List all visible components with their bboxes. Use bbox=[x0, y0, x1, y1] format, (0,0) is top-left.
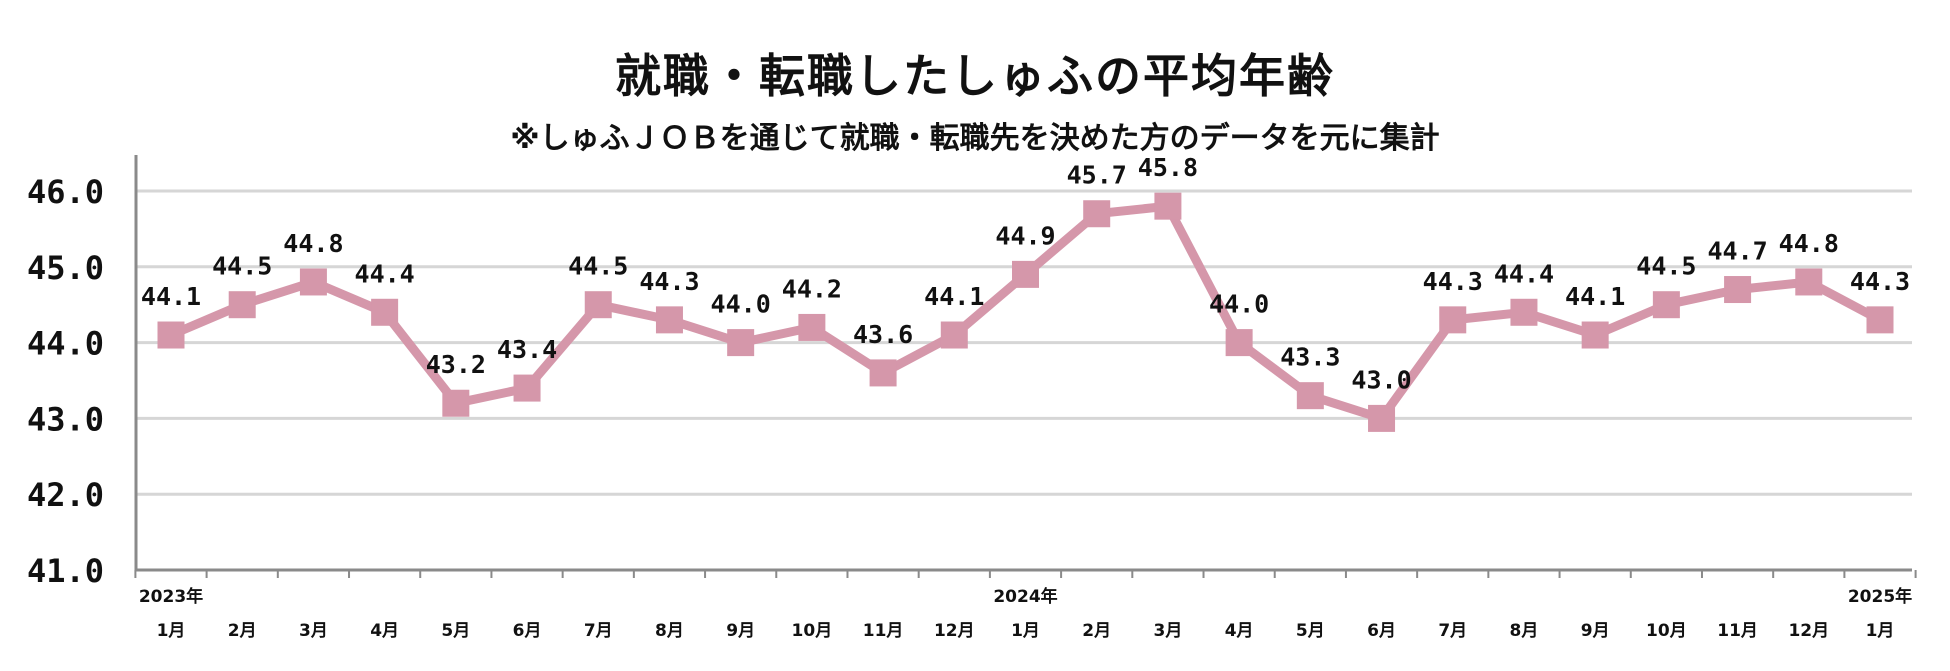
data-point-marker bbox=[798, 313, 826, 341]
data-label: 44.4 bbox=[355, 259, 415, 288]
data-point-marker bbox=[727, 329, 755, 357]
data-label: 44.8 bbox=[283, 229, 343, 258]
data-point-marker bbox=[584, 291, 612, 319]
x-tick-label: 6月 bbox=[1367, 621, 1396, 641]
data-point-marker bbox=[1225, 329, 1253, 357]
data-label: 44.3 bbox=[1850, 267, 1910, 296]
data-point-marker bbox=[1368, 404, 1396, 432]
data-label: 44.9 bbox=[995, 221, 1055, 250]
data-labels: 44.1 44.5 44.8 44.4 43.2 43.4 44.5 44.3 44.0 44.2… bbox=[141, 153, 1910, 394]
data-point-marker bbox=[1795, 268, 1823, 296]
data-point-marker bbox=[1652, 291, 1680, 319]
x-tick-label: 1月 bbox=[1866, 621, 1895, 641]
data-point-marker bbox=[371, 298, 399, 326]
x-tick-label: 7月 bbox=[584, 621, 613, 641]
data-point-marker bbox=[157, 321, 185, 349]
data-point-marker bbox=[1866, 306, 1894, 334]
y-tick-label: 44.0 bbox=[27, 325, 104, 363]
y-axis-tick-labels: 41.0 42.0 43.0 44.0 45.0 46.0 bbox=[27, 173, 104, 590]
data-label: 44.1 bbox=[141, 282, 201, 311]
data-label: 44.7 bbox=[1707, 237, 1767, 266]
x-tick-label: 5月 bbox=[441, 621, 470, 641]
data-point-marker bbox=[1083, 200, 1111, 228]
data-label: 44.3 bbox=[639, 267, 699, 296]
data-label: 44.1 bbox=[924, 282, 984, 311]
data-label: 44.0 bbox=[711, 290, 771, 319]
data-label: 44.5 bbox=[1636, 252, 1696, 281]
data-label: 43.0 bbox=[1351, 365, 1411, 394]
x-axis-tick-labels: 1月 2月 3月 4月 5月 6月 7月 8月 9月 10月 11月 12月 1月 2月 3月 4月 5月 6月 7… bbox=[139, 586, 1912, 641]
data-label: 44.8 bbox=[1779, 229, 1839, 258]
data-point-marker bbox=[228, 291, 256, 319]
data-label: 44.1 bbox=[1565, 282, 1625, 311]
x-tick-label: 3月 bbox=[299, 621, 328, 641]
chart-title: 就職・転職したしゅふの平均年齢 bbox=[615, 49, 1335, 103]
axes bbox=[134, 155, 1917, 578]
x-tick-label: 4月 bbox=[370, 621, 399, 641]
data-point-marker bbox=[1510, 298, 1538, 326]
x-tick-label: 3月 bbox=[1153, 621, 1182, 641]
data-label: 44.3 bbox=[1423, 267, 1483, 296]
data-label: 43.4 bbox=[497, 335, 557, 364]
data-point-marker bbox=[1012, 260, 1039, 288]
x-tick-label: 12月 bbox=[934, 621, 975, 641]
x-tick-label: 9月 bbox=[1581, 621, 1610, 641]
x-tick-label: 5月 bbox=[1296, 621, 1325, 641]
data-point-marker bbox=[1724, 276, 1752, 304]
series-markers bbox=[157, 192, 1894, 432]
x-tick-label: 4月 bbox=[1225, 621, 1254, 641]
data-label: 43.3 bbox=[1280, 343, 1340, 372]
x-tick-label: 7月 bbox=[1438, 621, 1467, 641]
x-year-label: 2024年 bbox=[993, 586, 1057, 607]
x-tick-label: 11月 bbox=[863, 621, 904, 641]
x-tick-label: 2月 bbox=[228, 621, 257, 641]
data-label: 44.4 bbox=[1494, 259, 1554, 288]
data-label: 44.0 bbox=[1209, 290, 1269, 319]
data-label: 44.5 bbox=[568, 252, 628, 281]
x-tick-label: 1月 bbox=[157, 621, 186, 641]
x-tick-label: 2月 bbox=[1082, 621, 1111, 641]
data-point-marker bbox=[442, 389, 470, 417]
y-tick-label: 43.0 bbox=[27, 400, 104, 438]
data-label: 45.7 bbox=[1067, 161, 1127, 190]
x-tick-label: 12月 bbox=[1788, 621, 1829, 641]
data-point-marker bbox=[940, 321, 968, 349]
x-year-label: 2025年 bbox=[1848, 586, 1912, 607]
x-tick-label: 11月 bbox=[1717, 621, 1758, 641]
data-point-marker bbox=[513, 374, 541, 402]
data-point-marker bbox=[1154, 192, 1182, 220]
y-tick-label: 41.0 bbox=[27, 552, 104, 590]
x-tick-label: 10月 bbox=[1646, 621, 1687, 641]
x-tick-label: 8月 bbox=[655, 621, 684, 641]
data-point-marker bbox=[1296, 382, 1324, 410]
y-tick-label: 45.0 bbox=[27, 249, 104, 287]
data-label: 43.6 bbox=[853, 320, 913, 349]
x-tick-label: 6月 bbox=[513, 621, 542, 641]
data-point-marker bbox=[1439, 306, 1467, 334]
data-point-marker bbox=[299, 268, 327, 296]
data-point-marker bbox=[1581, 321, 1609, 349]
y-tick-label: 46.0 bbox=[27, 173, 104, 211]
y-tick-label: 42.0 bbox=[27, 476, 104, 514]
x-tick-label: 8月 bbox=[1510, 621, 1539, 641]
grid-lines bbox=[136, 189, 1912, 496]
chart-subtitle: ※しゅふＪＯＢを通じて就職・転職先を決めた方のデータを元に集計 bbox=[510, 121, 1440, 156]
x-tick-label: 9月 bbox=[726, 621, 755, 641]
x-tick-label: 1月 bbox=[1011, 621, 1040, 641]
data-point-marker bbox=[869, 359, 897, 387]
data-label: 45.8 bbox=[1138, 153, 1198, 182]
data-label: 43.2 bbox=[426, 350, 486, 379]
x-year-label: 2023年 bbox=[139, 586, 203, 607]
data-label: 44.2 bbox=[782, 274, 842, 303]
data-point-marker bbox=[655, 306, 683, 334]
x-tick-label: 10月 bbox=[792, 621, 833, 641]
data-label: 44.5 bbox=[212, 252, 272, 281]
